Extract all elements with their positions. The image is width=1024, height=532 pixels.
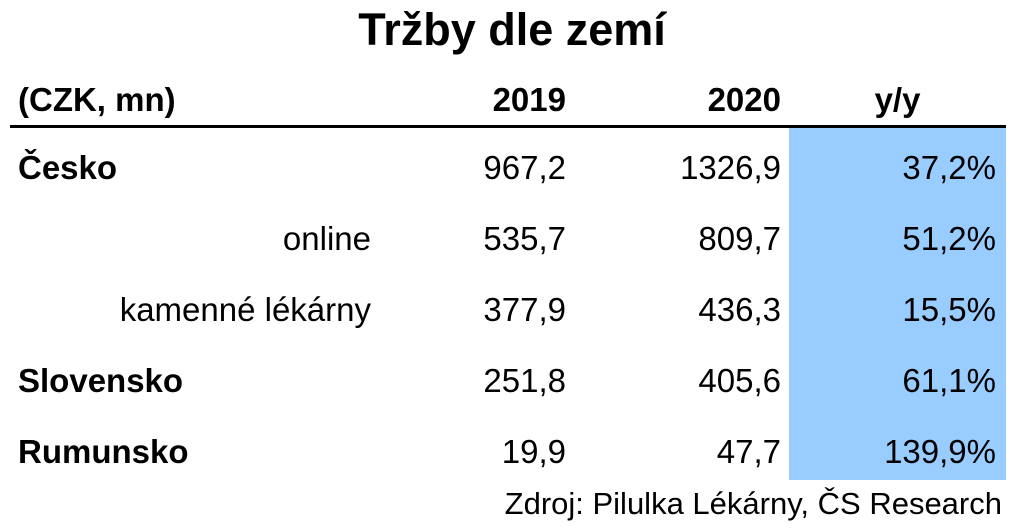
source-note: Zdroj: Pilulka Lékárny, ČS Research <box>504 486 1002 521</box>
cell-2019: 535,7 <box>483 220 566 257</box>
column-header-2020: 2020 <box>707 81 781 118</box>
cell-yy: 61,1% <box>902 362 996 399</box>
cell-2019: 251,8 <box>483 362 566 399</box>
cell-2020: 436,3 <box>698 291 781 328</box>
cell-2019: 377,9 <box>483 291 566 328</box>
row-label: Rumunsko <box>18 433 189 470</box>
cell-yy: 15,5% <box>902 291 996 328</box>
table-title: Tržby dle zemí <box>358 4 666 55</box>
cell-2020: 405,6 <box>698 362 781 399</box>
cell-yy: 37,2% <box>902 149 996 186</box>
unit-label: (CZK, mn) <box>18 81 176 118</box>
cell-2019: 967,2 <box>483 149 566 186</box>
row-label: online <box>282 220 371 257</box>
column-header-yy: y/y <box>874 81 921 118</box>
cell-yy: 139,9% <box>884 433 996 470</box>
yy-column-highlight <box>789 128 1006 480</box>
row-label: Slovensko <box>18 362 184 399</box>
cell-2019: 19,9 <box>501 433 566 470</box>
cell-2020: 1326,9 <box>680 149 781 186</box>
row-label: Česko <box>18 149 118 186</box>
cell-2020: 47,7 <box>716 433 781 470</box>
row-label: kamenné lékárny <box>119 291 371 328</box>
table-header-row: (CZK, mn) 2019 2020 y/y <box>0 78 1024 122</box>
header-divider <box>10 125 1006 128</box>
column-header-2019: 2019 <box>492 81 566 118</box>
cell-2020: 809,7 <box>698 220 781 257</box>
cell-yy: 51,2% <box>902 220 996 257</box>
